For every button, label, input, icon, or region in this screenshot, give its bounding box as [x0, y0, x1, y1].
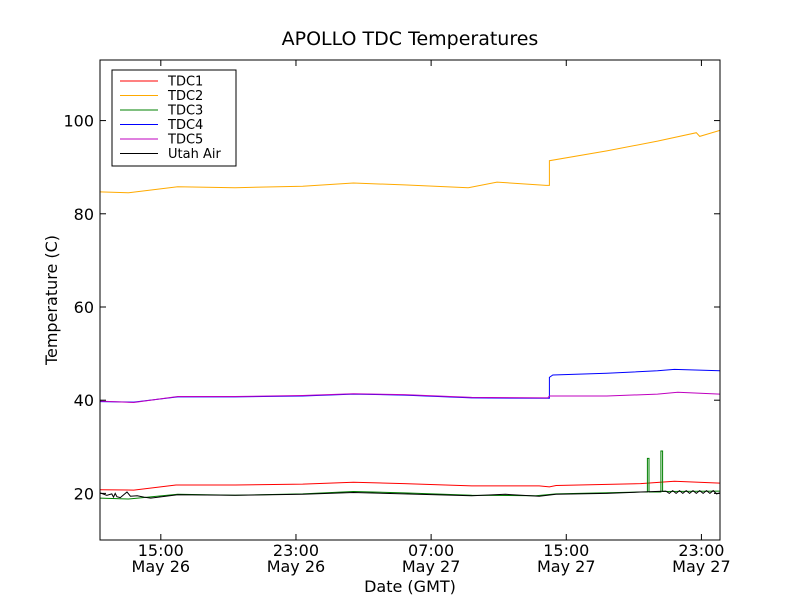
legend-label: TDC3 [167, 104, 203, 119]
y-tick-label: 100 [63, 112, 94, 131]
y-tick-label: 60 [74, 298, 94, 317]
y-tick-label: 40 [74, 391, 94, 410]
x-tick-label-date: May 27 [402, 557, 461, 576]
x-tick-label-time: 15:00 [543, 541, 589, 560]
y-tick-label: 20 [74, 484, 94, 503]
x-tick-label-time: 07:00 [408, 541, 454, 560]
legend-label: TDC1 [167, 75, 203, 90]
series-line-tdc5 [100, 391, 720, 404]
legend-label: TDC2 [167, 89, 203, 104]
x-tick-label-time: 23:00 [273, 541, 319, 560]
x-axis-label: Date (GMT) [364, 577, 456, 596]
series-line-utah-air [100, 489, 720, 499]
legend-label: Utah Air [168, 147, 221, 162]
plot-frame [99, 59, 721, 541]
x-tick-label-date: May 26 [132, 557, 191, 576]
y-tick-label: 80 [74, 205, 94, 224]
chart-title: APOLLO TDC Temperatures [282, 28, 539, 50]
legend-label: TDC5 [167, 133, 203, 148]
x-tick-label-date: May 27 [672, 557, 731, 576]
series-line-tdc1 [100, 480, 720, 491]
legend-label: TDC4 [167, 118, 203, 133]
y-axis-label: Temperature (C) [42, 235, 61, 366]
series-line-tdc2 [100, 129, 720, 194]
x-tick-label-time: 23:00 [678, 541, 724, 560]
legend-box [111, 69, 237, 167]
x-tick-label-time: 15:00 [138, 541, 184, 560]
x-tick-label-date: May 26 [267, 557, 326, 576]
x-tick-label-date: May 27 [537, 557, 596, 576]
